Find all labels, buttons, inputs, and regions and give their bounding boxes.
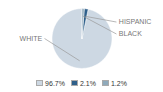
svg-text:HISPANIC: HISPANIC: [119, 18, 152, 25]
html-text:2.1%: 2.1%: [80, 79, 96, 87]
svg-text:BLACK: BLACK: [119, 30, 142, 37]
html-text:96.7%: 96.7%: [45, 79, 65, 87]
html-text:1.2%: 1.2%: [110, 79, 127, 87]
svg-text:WHITE: WHITE: [20, 35, 43, 42]
